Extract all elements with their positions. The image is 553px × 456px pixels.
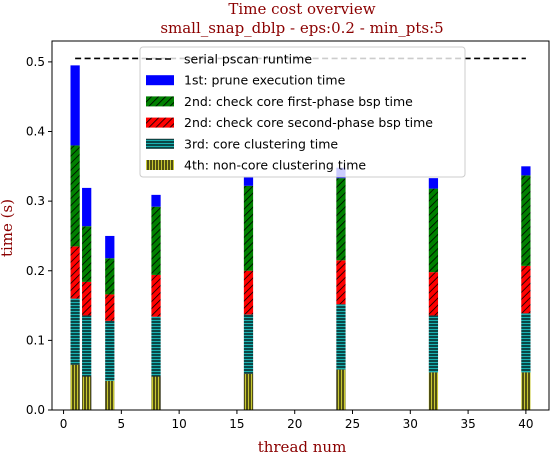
y-axis: 0.0 0.1 0.2 0.3 0.4 0.5	[26, 55, 52, 417]
x-tick-label: 0	[60, 417, 68, 431]
bar-segment	[105, 380, 115, 410]
bar-segment	[151, 274, 161, 317]
legend-entry-label: 4th: non-core clustering time	[184, 158, 366, 173]
legend-entry-label: serial pscan runtime	[184, 52, 312, 67]
x-tick-label: 20	[287, 417, 302, 431]
y-tick-label: 0.5	[26, 55, 45, 69]
bar-segment	[151, 206, 161, 275]
y-tick-label: 0.2	[26, 264, 45, 278]
bar-segment	[428, 372, 439, 410]
bar-segment	[70, 364, 80, 410]
x-axis-label: thread num	[258, 438, 347, 456]
legend-swatch	[146, 117, 174, 128]
chart-subtitle: small_snap_dblp - eps:0.2 - min_pts:5	[160, 19, 443, 37]
legend-entry-label: 1st: prune execution time	[184, 73, 346, 88]
legend-swatch	[146, 160, 174, 170]
legend-entry-label: 2nd: check core second-phase bsp time	[184, 115, 433, 130]
x-tick-label: 35	[460, 417, 475, 431]
bar-segment	[82, 187, 92, 227]
bar-segment	[428, 315, 439, 373]
bar-segment	[70, 298, 80, 365]
y-tick-label: 0.0	[26, 403, 45, 417]
x-tick-label: 25	[345, 417, 360, 431]
legend-swatch	[146, 138, 174, 149]
legend-swatch	[146, 75, 174, 86]
x-tick-label: 30	[403, 417, 418, 431]
y-tick-label: 0.1	[26, 333, 45, 347]
bar-segment	[243, 176, 254, 186]
bar-segment	[82, 376, 92, 410]
bar-segment	[428, 272, 439, 316]
bar-segment	[243, 373, 254, 410]
bar-segment	[70, 246, 80, 299]
bar-segment	[521, 372, 531, 410]
bar-segment	[243, 270, 254, 315]
x-tick-label: 5	[118, 417, 126, 431]
bar-segment	[336, 260, 346, 305]
x-axis: 0 5 10 15 20 25 30 35 40	[60, 410, 534, 431]
legend: serial pscan runtime 1st: prune execution…	[139, 46, 466, 178]
bar-segment	[336, 369, 346, 410]
bar-segment	[428, 188, 439, 273]
legend-entry-label: 3rd: core clustering time	[184, 136, 338, 151]
bar-segment	[105, 258, 115, 295]
bar-segment	[336, 178, 346, 261]
y-tick-label: 0.4	[26, 125, 45, 139]
bar-segment	[336, 304, 346, 370]
bar-segment	[428, 178, 439, 189]
legend-swatch	[146, 96, 174, 107]
bar-segment	[151, 316, 161, 377]
y-axis-label: time (s)	[0, 199, 16, 257]
bar-segment	[70, 145, 80, 247]
plot-frame	[51, 40, 550, 411]
bar-segment	[151, 194, 161, 207]
legend-box	[139, 46, 466, 178]
y-tick-label: 0.3	[26, 194, 45, 208]
bar-layer	[70, 65, 531, 410]
chart-title: Time cost overview	[228, 0, 375, 18]
legend-entry-label: 2nd: check core first-phase bsp time	[184, 94, 413, 109]
bar-segment	[105, 294, 115, 321]
bar-segment	[243, 185, 254, 271]
bar-segment	[70, 65, 80, 146]
bar-segment	[521, 175, 531, 266]
bar-segment	[521, 313, 531, 373]
x-tick-label: 40	[518, 417, 533, 431]
x-tick-label: 10	[171, 417, 186, 431]
bar-segment	[521, 166, 531, 176]
bar-segment	[82, 226, 92, 282]
bar-segment	[105, 320, 115, 381]
x-tick-label: 15	[229, 417, 244, 431]
bar-segment	[521, 265, 531, 314]
bar-segment	[151, 376, 161, 410]
bar-segment	[82, 315, 92, 377]
bar-segment	[105, 235, 115, 259]
bar-segment	[243, 314, 254, 374]
bar-segment	[82, 281, 92, 316]
